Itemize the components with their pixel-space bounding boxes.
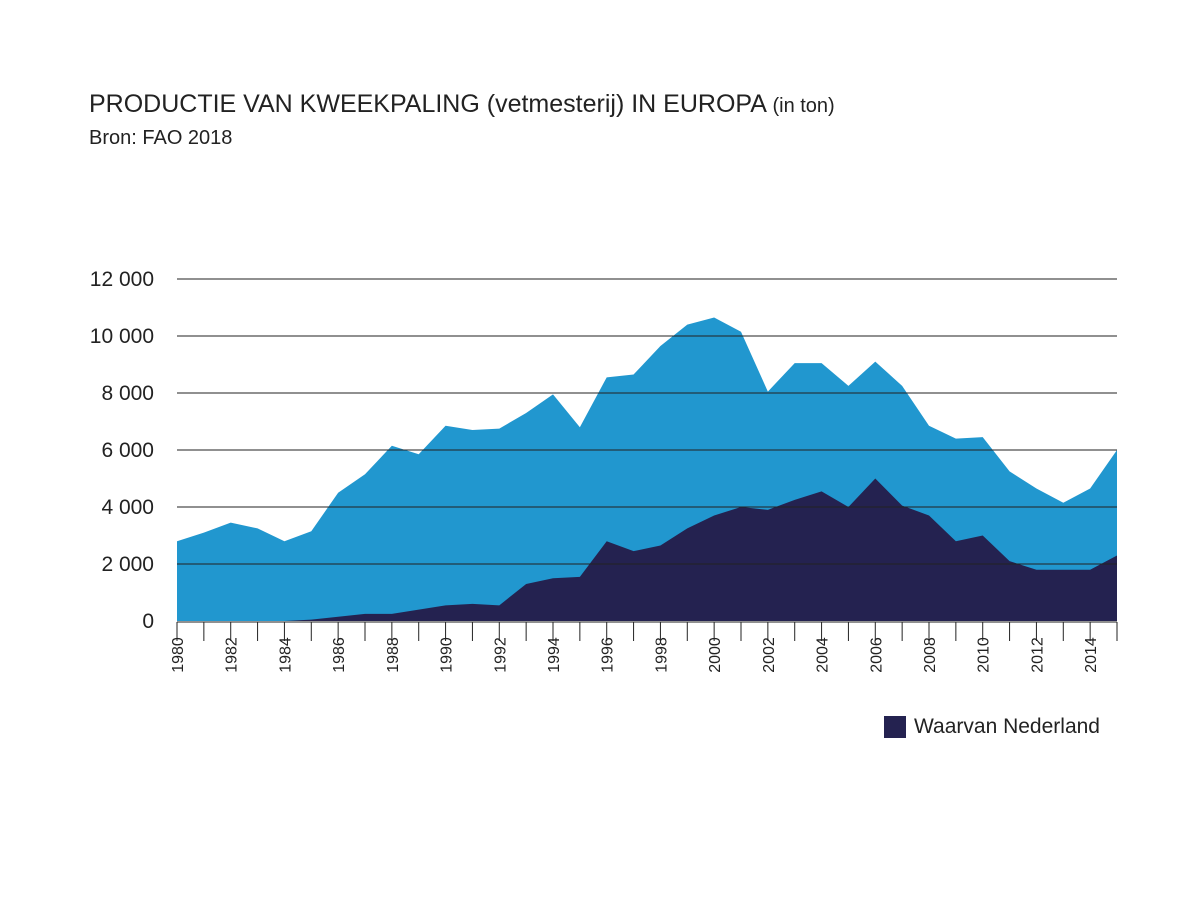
chart-title: PRODUCTIE VAN KWEEKPALING (vetmesterij) … — [89, 88, 835, 122]
x-tick-label: 1984 — [277, 637, 294, 673]
gridlines — [177, 278, 1117, 565]
x-tick-label: 1994 — [546, 637, 563, 673]
x-tick-label: 2008 — [922, 637, 939, 673]
x-axis: 1980 1982 1984 1986 1988 1990 1992 1994 1996 1998… — [170, 621, 1118, 673]
x-tick-label: 1986 — [331, 637, 348, 673]
x-tick-label: 2006 — [868, 637, 885, 673]
x-tick-label: 2004 — [815, 637, 832, 673]
chart-title-text: PRODUCTIE VAN KWEEKPALING (vetmesterij) … — [89, 90, 766, 118]
y-axis-ticks: 0 2 000 4 000 6 000 8 000 10 000 12 000 — [90, 268, 154, 633]
y-tick-label: 12 000 — [90, 268, 154, 291]
x-tick-label: 1998 — [653, 637, 670, 673]
x-tick-label: 1992 — [492, 637, 509, 673]
x-tick-label: 2002 — [761, 637, 778, 673]
area-layer — [177, 317, 1117, 621]
y-tick-label: 8 000 — [101, 382, 154, 405]
x-tick-label: 1988 — [385, 637, 402, 673]
legend-swatch-nederland — [884, 716, 906, 738]
x-tick-label: 2014 — [1083, 637, 1100, 673]
chart-subtitle: Bron: FAO 2018 — [89, 127, 233, 149]
y-tick-label: 6 000 — [101, 439, 154, 462]
y-tick-label: 0 — [142, 610, 154, 633]
legend: Waarvan Nederland — [884, 715, 1100, 739]
area-series-nederland — [177, 478, 1117, 621]
y-tick-label: 10 000 — [90, 325, 154, 348]
chart-title-unit: (in ton) — [772, 95, 835, 117]
x-tick-label: 2000 — [707, 637, 724, 673]
x-tick-label: 1982 — [224, 637, 241, 673]
x-tick-label: 2012 — [1029, 637, 1046, 673]
x-tick-label: 1996 — [600, 637, 617, 673]
x-tick-label: 1980 — [170, 637, 187, 673]
y-tick-label: 2 000 — [101, 553, 154, 576]
x-tick-label: 2010 — [976, 637, 993, 673]
title-block: PRODUCTIE VAN KWEEKPALING (vetmesterij) … — [89, 88, 835, 152]
x-tick-label: 1990 — [439, 637, 456, 673]
legend-label-nederland: Waarvan Nederland — [914, 715, 1100, 738]
y-tick-label: 4 000 — [101, 496, 154, 519]
